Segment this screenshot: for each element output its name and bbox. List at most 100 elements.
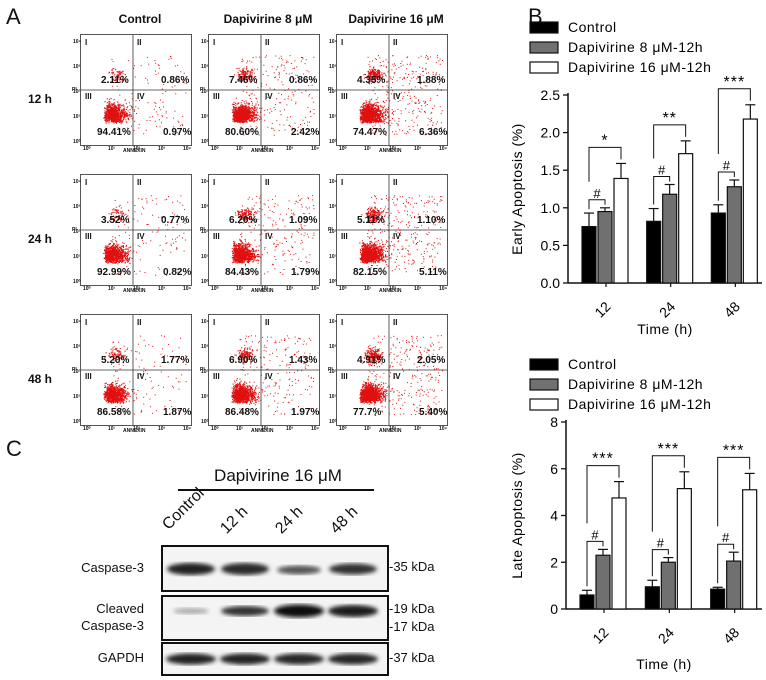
legend-swatch xyxy=(529,398,559,411)
blot-bands-cleaved xyxy=(173,604,378,618)
band xyxy=(221,563,269,575)
quadrant-percent-q4: 5.11% xyxy=(419,267,447,278)
quadrant-percent-q2: 2.05% xyxy=(417,355,446,366)
flow-events xyxy=(231,195,315,276)
kda-caspase3: -35 kDa xyxy=(389,559,435,574)
bar xyxy=(579,594,595,610)
significance-hash: # xyxy=(722,530,730,545)
significance-bracket xyxy=(588,146,622,182)
flow-axis-y-label: PI xyxy=(72,367,77,373)
flow-y-tick: 10⁰ xyxy=(329,419,337,425)
significance-stars: *** xyxy=(592,451,614,468)
lane-label-12h: 12 h xyxy=(217,503,252,538)
flow-plot: I II III IV 7.46% 0.86% 80.60% 2.42% ANNEXIN PI 10… xyxy=(200,34,320,154)
blot-treatment-line xyxy=(178,489,374,491)
quadrant-percent-q2: 1.88% xyxy=(417,75,446,86)
bar xyxy=(581,226,597,284)
quadrant-label: I xyxy=(213,38,216,47)
quadrant-percent-q1: 4.35% xyxy=(357,75,386,86)
bar xyxy=(742,489,758,610)
flow-events xyxy=(103,335,187,415)
column-header-dapivirine-8: Dapivirine 8 μM xyxy=(223,12,313,26)
bar xyxy=(662,193,678,284)
flow-axis-x-label: ANNEXIN xyxy=(379,148,402,154)
x-tick-label: 12 xyxy=(589,624,611,646)
flow-events xyxy=(231,55,315,136)
significance-hash: # xyxy=(593,186,601,201)
y-tick-label: 2 xyxy=(550,554,558,570)
quadrant-label: I xyxy=(213,318,216,327)
quadrant-label: I xyxy=(213,178,216,187)
flow-scatter xyxy=(337,35,447,145)
y-tick-label: 2.0 xyxy=(541,125,561,141)
quadrant-percent-q3: 80.60% xyxy=(225,127,259,138)
kda-gapdh: -37 kDa xyxy=(389,650,435,665)
blot-label-caspase3: Caspase-3 xyxy=(81,560,144,575)
band xyxy=(328,653,378,665)
flow-events xyxy=(231,335,315,416)
quadrant-label: IV xyxy=(137,92,145,101)
blot-row-gapdh xyxy=(161,642,389,676)
flow-plot: I II III IV 4.91% 2.05% 77.7% 5.40% ANNEXIN PI 10⁰… xyxy=(328,314,448,434)
flow-x-tick: 10² xyxy=(389,286,397,292)
flow-x-tick: 10⁰ xyxy=(83,426,91,432)
flow-x-tick: 10¹ xyxy=(364,146,372,152)
flow-y-tick: 10¹ xyxy=(201,394,209,400)
significance-bracket xyxy=(717,456,751,527)
flow-x-tick: 10⁰ xyxy=(211,426,219,432)
significance-bracket xyxy=(717,543,735,584)
x-tick-label: 12 xyxy=(591,298,613,320)
legend-label: Dapivirine 16 μM-12h xyxy=(568,59,711,75)
quadrant-label: III xyxy=(341,92,348,101)
legend-swatch xyxy=(529,61,559,74)
flow-x-tick: 10³ xyxy=(414,426,422,432)
flow-x-tick: 10² xyxy=(261,286,269,292)
column-header-control: Control xyxy=(118,12,162,26)
legend-swatch xyxy=(529,358,559,371)
quadrant-label: II xyxy=(393,178,398,187)
quadrant-label: I xyxy=(85,178,88,187)
flow-x-tick: 10¹ xyxy=(364,426,372,432)
flow-scatter xyxy=(81,175,191,285)
flow-x-tick: 10⁴ xyxy=(439,146,448,152)
quadrant-percent-q2: 0.86% xyxy=(289,75,318,86)
flow-y-tick: 10² xyxy=(201,229,209,235)
flow-x-tick: 10¹ xyxy=(108,146,116,152)
quadrant-percent-q4: 0.97% xyxy=(163,127,192,138)
quadrant-percent-q3: 86.58% xyxy=(97,407,131,418)
y-tick-label: 1.5 xyxy=(541,162,561,178)
flow-x-tick: 10² xyxy=(133,286,141,292)
legend-swatch xyxy=(529,41,559,54)
flow-axis-y-label: PI xyxy=(72,87,77,93)
flow-y-tick: 10³ xyxy=(329,64,337,70)
quadrant-percent-q4: 5.40% xyxy=(419,407,448,418)
flow-y-tick: 10⁰ xyxy=(201,279,209,285)
flow-x-tick: 10⁰ xyxy=(339,286,347,292)
flow-y-tick: 10² xyxy=(73,369,81,375)
flow-events xyxy=(359,335,443,416)
legend-label: Control xyxy=(568,356,617,372)
quadrant-label: III xyxy=(341,232,348,241)
flow-x-tick: 10³ xyxy=(158,286,166,292)
flow-axis-x-label: ANNEXIN xyxy=(123,288,146,294)
quadrant-label: III xyxy=(213,372,220,381)
flow-x-tick: 10⁰ xyxy=(339,426,347,432)
flow-x-tick: 10³ xyxy=(414,146,422,152)
flow-x-tick: 10⁰ xyxy=(83,146,91,152)
bar xyxy=(676,488,692,610)
quadrant-label: II xyxy=(393,318,398,327)
flow-plot: I II III IV 5.11% 1.10% 82.15% 5.11% ANNEXIN PI 10… xyxy=(328,174,448,294)
quadrant-percent-q1: 5.20% xyxy=(101,355,130,366)
flow-y-tick: 10⁰ xyxy=(329,279,337,285)
quadrant-label: III xyxy=(213,232,220,241)
quadrant-percent-q4: 6.36% xyxy=(419,127,448,138)
quadrant-percent-q3: 84.43% xyxy=(225,267,259,278)
late-apoptosis-chart: Control Dapivirine 8 μM-12h Dapivirine 16 … xyxy=(509,356,762,672)
quadrant-label: III xyxy=(85,372,92,381)
flow-y-tick: 10⁴ xyxy=(329,39,338,45)
quadrant-percent-q2: 1.43% xyxy=(289,355,318,366)
flow-y-tick: 10⁰ xyxy=(73,279,81,285)
flow-y-tick: 10¹ xyxy=(329,394,337,400)
quadrant-percent-q4: 0.82% xyxy=(163,267,192,278)
bar xyxy=(678,153,694,284)
